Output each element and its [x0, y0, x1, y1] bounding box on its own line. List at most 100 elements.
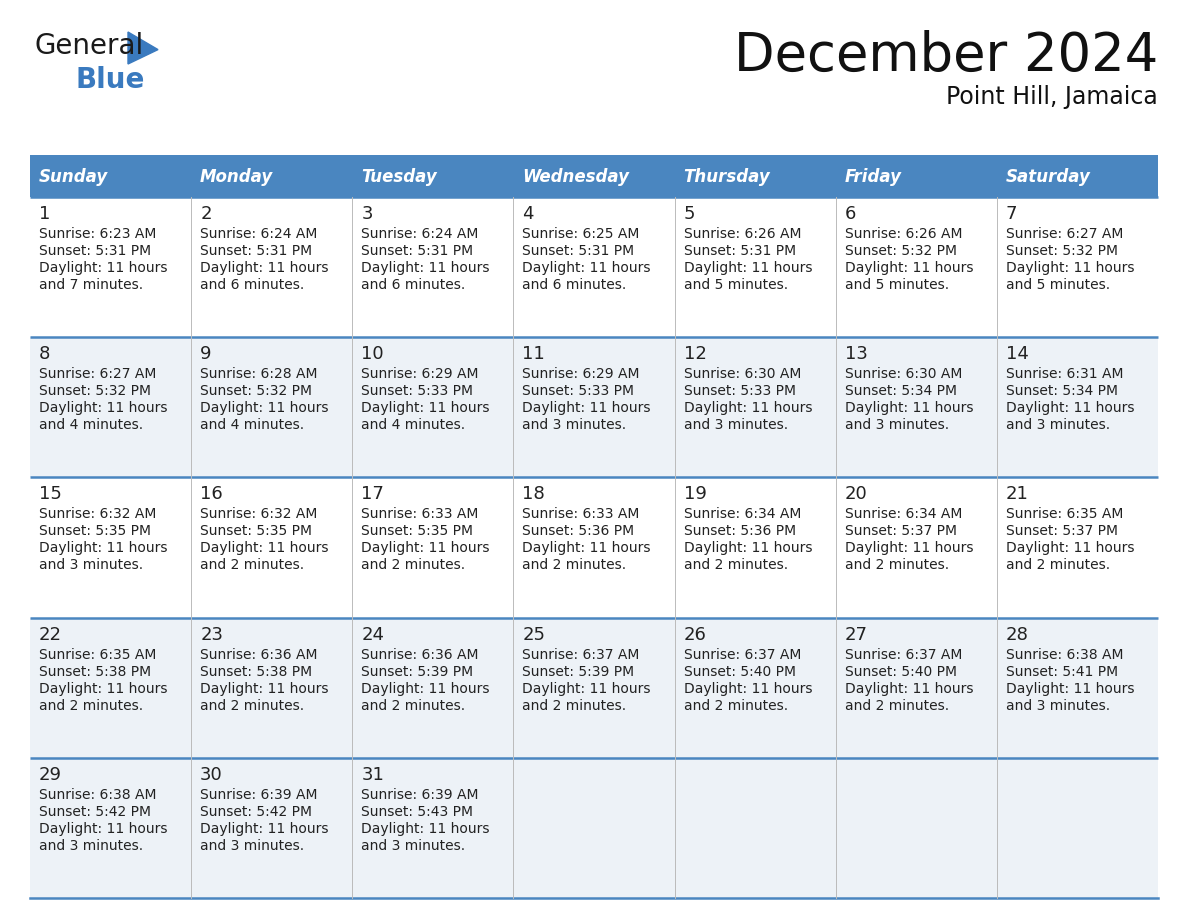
Text: and 3 minutes.: and 3 minutes. [1006, 419, 1110, 432]
Text: and 6 minutes.: and 6 minutes. [361, 278, 466, 292]
Text: and 4 minutes.: and 4 minutes. [361, 419, 466, 432]
Text: 16: 16 [200, 486, 223, 503]
Text: 27: 27 [845, 625, 867, 644]
Text: Sunday: Sunday [39, 168, 108, 186]
Text: Sunrise: 6:35 AM: Sunrise: 6:35 AM [1006, 508, 1123, 521]
Polygon shape [128, 32, 158, 64]
Text: and 3 minutes.: and 3 minutes. [1006, 699, 1110, 712]
Text: Sunset: 5:31 PM: Sunset: 5:31 PM [200, 244, 312, 258]
Text: 5: 5 [683, 205, 695, 223]
Text: Daylight: 11 hours: Daylight: 11 hours [845, 401, 973, 415]
Text: and 5 minutes.: and 5 minutes. [845, 278, 949, 292]
Text: Daylight: 11 hours: Daylight: 11 hours [845, 542, 973, 555]
Text: 25: 25 [523, 625, 545, 644]
Text: 6: 6 [845, 205, 857, 223]
Text: Sunrise: 6:34 AM: Sunrise: 6:34 AM [683, 508, 801, 521]
Text: Sunset: 5:35 PM: Sunset: 5:35 PM [39, 524, 151, 538]
Text: Sunset: 5:33 PM: Sunset: 5:33 PM [361, 385, 473, 398]
Bar [835, 155, 997, 197]
Text: Sunset: 5:33 PM: Sunset: 5:33 PM [683, 385, 796, 398]
Text: Sunset: 5:40 PM: Sunset: 5:40 PM [683, 665, 796, 678]
Text: and 3 minutes.: and 3 minutes. [200, 839, 304, 853]
Text: Daylight: 11 hours: Daylight: 11 hours [523, 542, 651, 555]
Text: Sunrise: 6:29 AM: Sunrise: 6:29 AM [361, 367, 479, 381]
Text: Sunset: 5:32 PM: Sunset: 5:32 PM [200, 385, 312, 398]
Text: 9: 9 [200, 345, 211, 364]
Text: Daylight: 11 hours: Daylight: 11 hours [39, 542, 168, 555]
Text: 29: 29 [39, 766, 62, 784]
Text: and 3 minutes.: and 3 minutes. [683, 419, 788, 432]
Text: 7: 7 [1006, 205, 1017, 223]
Text: 4: 4 [523, 205, 533, 223]
Text: Sunset: 5:42 PM: Sunset: 5:42 PM [200, 805, 312, 819]
Text: and 2 minutes.: and 2 minutes. [845, 699, 949, 712]
Text: and 2 minutes.: and 2 minutes. [1006, 558, 1110, 573]
Text: 30: 30 [200, 766, 223, 784]
Text: Daylight: 11 hours: Daylight: 11 hours [845, 681, 973, 696]
Text: 15: 15 [39, 486, 62, 503]
Bar [30, 337, 1158, 477]
Text: and 2 minutes.: and 2 minutes. [683, 558, 788, 573]
Text: Daylight: 11 hours: Daylight: 11 hours [39, 681, 168, 696]
Text: Daylight: 11 hours: Daylight: 11 hours [200, 822, 329, 835]
Text: 26: 26 [683, 625, 707, 644]
Text: Sunset: 5:31 PM: Sunset: 5:31 PM [39, 244, 151, 258]
Text: Sunrise: 6:38 AM: Sunrise: 6:38 AM [39, 788, 157, 801]
Text: Sunset: 5:36 PM: Sunset: 5:36 PM [683, 524, 796, 538]
Text: Sunrise: 6:27 AM: Sunrise: 6:27 AM [1006, 227, 1123, 241]
Text: and 2 minutes.: and 2 minutes. [523, 699, 626, 712]
Text: Daylight: 11 hours: Daylight: 11 hours [683, 681, 813, 696]
Text: Daylight: 11 hours: Daylight: 11 hours [361, 261, 489, 275]
Text: Sunrise: 6:24 AM: Sunrise: 6:24 AM [361, 227, 479, 241]
Bar [30, 197, 1158, 337]
Text: Sunset: 5:32 PM: Sunset: 5:32 PM [845, 244, 956, 258]
Text: Sunrise: 6:30 AM: Sunrise: 6:30 AM [683, 367, 801, 381]
Text: 14: 14 [1006, 345, 1029, 364]
Text: Sunset: 5:36 PM: Sunset: 5:36 PM [523, 524, 634, 538]
Text: Daylight: 11 hours: Daylight: 11 hours [39, 401, 168, 415]
Text: Sunrise: 6:25 AM: Sunrise: 6:25 AM [523, 227, 640, 241]
Text: Sunrise: 6:32 AM: Sunrise: 6:32 AM [39, 508, 157, 521]
Text: Daylight: 11 hours: Daylight: 11 hours [361, 542, 489, 555]
Text: December 2024: December 2024 [734, 30, 1158, 82]
Text: and 3 minutes.: and 3 minutes. [39, 839, 143, 853]
Bar [997, 155, 1158, 197]
Text: Daylight: 11 hours: Daylight: 11 hours [1006, 681, 1135, 696]
Text: Daylight: 11 hours: Daylight: 11 hours [361, 681, 489, 696]
Text: Daylight: 11 hours: Daylight: 11 hours [1006, 542, 1135, 555]
Text: Sunrise: 6:26 AM: Sunrise: 6:26 AM [683, 227, 801, 241]
Text: and 2 minutes.: and 2 minutes. [683, 699, 788, 712]
Text: Sunset: 5:35 PM: Sunset: 5:35 PM [361, 524, 473, 538]
Text: and 5 minutes.: and 5 minutes. [683, 278, 788, 292]
Text: 19: 19 [683, 486, 707, 503]
Text: Sunset: 5:35 PM: Sunset: 5:35 PM [200, 524, 312, 538]
Text: Sunrise: 6:24 AM: Sunrise: 6:24 AM [200, 227, 317, 241]
Text: Sunset: 5:31 PM: Sunset: 5:31 PM [683, 244, 796, 258]
Text: Sunrise: 6:32 AM: Sunrise: 6:32 AM [200, 508, 317, 521]
Text: and 2 minutes.: and 2 minutes. [845, 558, 949, 573]
Text: 20: 20 [845, 486, 867, 503]
Text: and 3 minutes.: and 3 minutes. [523, 419, 626, 432]
Text: Sunset: 5:31 PM: Sunset: 5:31 PM [523, 244, 634, 258]
Text: Saturday: Saturday [1006, 168, 1091, 186]
Text: Daylight: 11 hours: Daylight: 11 hours [1006, 401, 1135, 415]
Text: Daylight: 11 hours: Daylight: 11 hours [1006, 261, 1135, 275]
Text: Sunrise: 6:39 AM: Sunrise: 6:39 AM [361, 788, 479, 801]
Text: 24: 24 [361, 625, 384, 644]
Text: Sunset: 5:37 PM: Sunset: 5:37 PM [845, 524, 956, 538]
Text: Sunrise: 6:37 AM: Sunrise: 6:37 AM [683, 647, 801, 662]
Text: and 6 minutes.: and 6 minutes. [200, 278, 304, 292]
Text: Daylight: 11 hours: Daylight: 11 hours [683, 261, 813, 275]
Text: Sunrise: 6:31 AM: Sunrise: 6:31 AM [1006, 367, 1124, 381]
Text: 17: 17 [361, 486, 384, 503]
Text: 11: 11 [523, 345, 545, 364]
Text: 3: 3 [361, 205, 373, 223]
Text: and 7 minutes.: and 7 minutes. [39, 278, 143, 292]
Text: Sunset: 5:33 PM: Sunset: 5:33 PM [523, 385, 634, 398]
Bar [675, 155, 835, 197]
Text: Tuesday: Tuesday [361, 168, 437, 186]
Bar [30, 757, 1158, 898]
Text: Sunrise: 6:34 AM: Sunrise: 6:34 AM [845, 508, 962, 521]
Text: Daylight: 11 hours: Daylight: 11 hours [361, 822, 489, 835]
Text: and 3 minutes.: and 3 minutes. [39, 558, 143, 573]
